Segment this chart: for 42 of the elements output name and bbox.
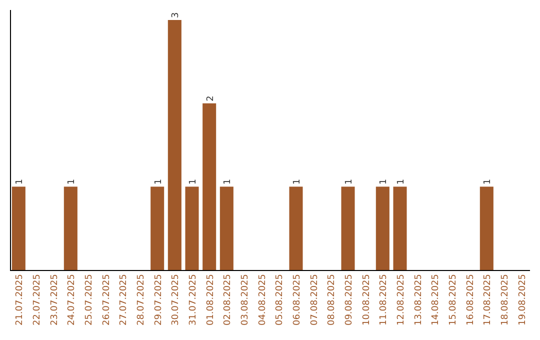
data-label: 3 [171, 12, 182, 18]
x-tick-label: 10.08.2025 [362, 274, 372, 326]
x-tick-label: 21.07.2025 [15, 274, 26, 326]
data-label: 1 [188, 178, 198, 185]
x-tick-label: 12.08.2025 [396, 274, 406, 326]
x-tick-label: 31.07.2025 [188, 274, 198, 326]
x-tick-label: 22.07.2025 [32, 274, 42, 326]
x-tick-label: 08.08.2025 [327, 274, 338, 326]
x-tick-label: 17.08.2025 [483, 274, 494, 326]
data-label: 1 [154, 178, 164, 185]
x-tick-label: 27.07.2025 [119, 274, 130, 326]
data-label: 1 [344, 178, 354, 185]
x-tick-label: 24.07.2025 [67, 274, 78, 326]
x-tick-label: 13.08.2025 [414, 274, 424, 326]
x-tick-label: 25.07.2025 [84, 274, 94, 326]
data-label: 1 [292, 178, 302, 185]
data-label: 1 [379, 178, 390, 185]
x-tick-label: 29.07.2025 [154, 274, 164, 326]
x-tick-label: 01.08.2025 [206, 274, 216, 326]
data-label: 1 [483, 178, 494, 185]
data-label: 1 [15, 178, 26, 185]
x-tick-label: 23.07.2025 [50, 274, 60, 326]
x-tick-label: 07.08.2025 [310, 274, 320, 326]
x-tick-label: 18.08.2025 [500, 274, 510, 326]
data-label: 2 [206, 96, 216, 102]
x-tick-label: 26.07.2025 [102, 274, 112, 326]
x-tick-label: 06.08.2025 [292, 274, 302, 326]
x-tick-label: 30.07.2025 [171, 274, 182, 326]
x-tick-label: 09.08.2025 [344, 274, 354, 326]
data-label: 1 [396, 178, 406, 185]
x-tick-label: 02.08.2025 [223, 274, 234, 326]
x-tick-label: 19.08.2025 [518, 274, 528, 326]
x-tick-label: 15.08.2025 [448, 274, 458, 326]
x-tick-label: 28.07.2025 [136, 274, 146, 326]
x-tick-label: 03.08.2025 [240, 274, 250, 326]
x-tick-label: 11.08.2025 [379, 274, 390, 326]
data-label: 1 [223, 178, 234, 185]
data-label: 1 [67, 178, 78, 185]
x-tick-label: 14.08.2025 [431, 274, 442, 326]
x-tick-label: 16.08.2025 [466, 274, 476, 326]
x-tick-label: 05.08.2025 [275, 274, 286, 326]
x-tick-label: 04.08.2025 [258, 274, 268, 326]
